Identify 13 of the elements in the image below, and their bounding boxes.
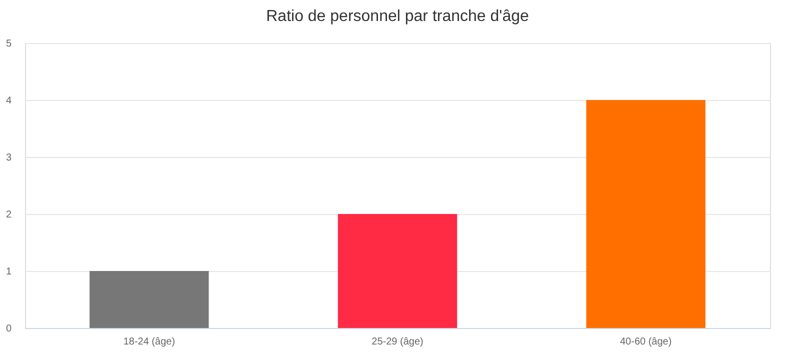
y-tick-label: 0 [6,324,12,334]
chart-title: Ratio de personnel par tranche d'âge [266,8,529,25]
bar [586,100,706,328]
y-tick-label: 5 [6,38,12,50]
y-tick-label: 2 [6,210,12,220]
x-tick-label: 25-29 (âge) [372,336,424,348]
y-tick-label: 1 [6,266,12,278]
y-tick-label: 3 [6,152,12,164]
x-tick-label: 18-24 (âge) [123,336,176,348]
y-tick-label: 4 [6,96,12,106]
bar [338,214,458,328]
x-tick-label: 40-60 (âge) [620,336,672,348]
bar [90,271,209,328]
